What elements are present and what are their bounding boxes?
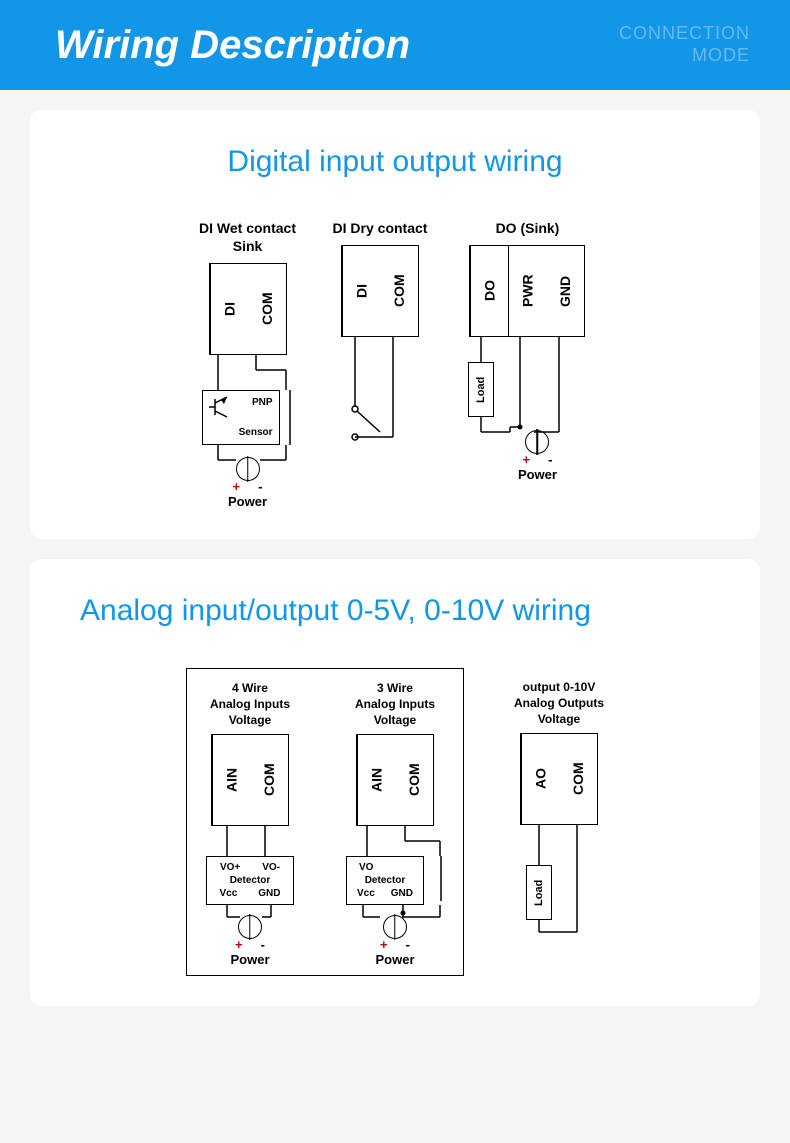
terminal-com: COM xyxy=(380,246,418,336)
terminal-ao: AO xyxy=(521,734,559,824)
det-mid: Detector xyxy=(209,874,291,887)
terminal-ain: AIN xyxy=(212,735,250,825)
digital-io-row: DI Wet contact Sink DI COM xyxy=(50,219,740,509)
power-label: Power xyxy=(228,494,267,509)
analog-4wire-diagram: 4 Wire Analog Inputs Voltage AIN COM VO+… xyxy=(205,681,295,967)
analog-3wire-label: 3 Wire Analog Inputs Voltage xyxy=(355,681,435,728)
minus-sign: - xyxy=(406,937,410,952)
power-circle-icon xyxy=(525,430,549,454)
header-title: Wiring Description xyxy=(55,23,410,68)
analog-io-row: 4 Wire Analog Inputs Voltage AIN COM VO+… xyxy=(50,668,740,976)
analog-io-card: Analog input/output 0-5V, 0-10V wiring 4… xyxy=(30,559,760,1006)
digital-io-card: Digital input output wiring DI Wet conta… xyxy=(30,110,760,539)
power-circle-icon xyxy=(238,915,262,939)
digital-io-title: Digital input output wiring xyxy=(50,145,740,179)
power-circle-icon xyxy=(383,915,407,939)
di-dry-label: DI Dry contact xyxy=(333,219,428,237)
di-wet-power: + - Power xyxy=(228,457,267,509)
do-sink-terminals: DO PWR GND xyxy=(469,245,585,337)
header-sub-line2: MODE xyxy=(619,45,750,67)
dry-contact-switch xyxy=(335,337,425,457)
terminal-com: COM xyxy=(250,735,288,825)
analog-inputs-frame: 4 Wire Analog Inputs Voltage AIN COM VO+… xyxy=(186,668,464,976)
analog-output-label: output 0-10V Analog Outputs Voltage xyxy=(514,680,604,727)
det-mid: Detector xyxy=(349,874,421,887)
3wire-top-wires xyxy=(345,826,445,856)
analog-output-diagram: output 0-10V Analog Outputs Voltage AO C… xyxy=(514,668,604,976)
header-subtitle: CONNECTION MODE xyxy=(619,23,750,66)
power-label: Power xyxy=(230,952,269,967)
terminal-pwr: PWR xyxy=(508,246,546,336)
terminal-gnd: GND xyxy=(546,246,584,336)
terminal-ain: AIN xyxy=(357,735,395,825)
4wire-detector: VO+ VO- Detector Vcc GND xyxy=(206,856,294,905)
do-top-wires xyxy=(462,337,592,362)
di-wet-diagram: DI Wet contact Sink DI COM xyxy=(198,219,298,509)
load-box: Load xyxy=(468,362,494,417)
plus-sign: + xyxy=(233,479,241,494)
power-label: Power xyxy=(518,467,557,482)
power-circle-icon xyxy=(236,457,260,481)
terminal-di: DI xyxy=(342,246,380,336)
do-mid-wires xyxy=(494,362,592,417)
det-gnd: GND xyxy=(258,887,280,900)
plus-sign: + xyxy=(522,452,530,467)
sensor-pnp-text: PNP xyxy=(252,397,273,408)
analog-3wire-diagram: 3 Wire Analog Inputs Voltage AIN COM VO … xyxy=(345,681,445,967)
analog-4wire-label: 4 Wire Analog Inputs Voltage xyxy=(210,681,290,728)
det-vo: VO xyxy=(349,861,421,874)
det-voplus: VO+ xyxy=(220,861,240,874)
4wire-power: + - Power xyxy=(230,915,269,967)
minus-sign: - xyxy=(258,479,262,494)
terminal-com: COM xyxy=(248,264,286,354)
terminal-com: COM xyxy=(395,735,433,825)
3wire-side xyxy=(424,856,444,901)
plus-sign: + xyxy=(380,937,388,952)
analog-io-title: Analog input/output 0-5V, 0-10V wiring xyxy=(50,594,740,628)
di-wet-side-wire xyxy=(280,390,294,445)
minus-sign: - xyxy=(548,452,552,467)
det-vominus: VO- xyxy=(262,861,280,874)
sensor-label-text: Sensor xyxy=(239,427,273,438)
pnp-sensor-box: PNP Sensor xyxy=(202,390,280,445)
header-bar: Wiring Description CONNECTION MODE xyxy=(0,0,790,90)
do-power: + - Power xyxy=(518,430,557,482)
3wire-detector: VO Detector Vcc GND xyxy=(346,856,424,905)
det-vcc: Vcc xyxy=(357,887,375,900)
do-sink-label: DO (Sink) xyxy=(496,219,560,237)
ao-top-wires xyxy=(519,825,599,865)
4wire-top-wires xyxy=(205,826,295,856)
terminal-com: COM xyxy=(559,734,597,824)
terminal-di: DI xyxy=(210,264,248,354)
analog-output-terminals: AO COM xyxy=(520,733,598,825)
di-wet-wires-top xyxy=(198,355,298,390)
analog-3wire-terminals: AIN COM xyxy=(356,734,434,826)
di-wet-terminals: DI COM xyxy=(209,263,287,355)
ao-side-wire xyxy=(552,865,599,920)
transistor-icon xyxy=(207,395,237,419)
di-dry-terminals: DI COM xyxy=(341,245,419,337)
minus-sign: - xyxy=(261,937,265,952)
det-gnd: GND xyxy=(391,887,413,900)
di-dry-diagram: DI Dry contact DI COM xyxy=(333,219,428,509)
det-vcc: Vcc xyxy=(219,887,237,900)
ao-load-box: Load xyxy=(526,865,552,920)
terminal-do: DO xyxy=(470,246,508,336)
power-label: Power xyxy=(375,952,414,967)
analog-4wire-terminals: AIN COM xyxy=(211,734,289,826)
do-sink-diagram: DO (Sink) DO PWR GND Load xyxy=(462,219,592,509)
3wire-power: + - Power xyxy=(375,915,414,967)
plus-sign: + xyxy=(235,937,243,952)
ao-bot-wires xyxy=(519,920,599,940)
di-wet-label: DI Wet contact Sink xyxy=(199,219,296,255)
header-sub-line1: CONNECTION xyxy=(619,23,750,45)
